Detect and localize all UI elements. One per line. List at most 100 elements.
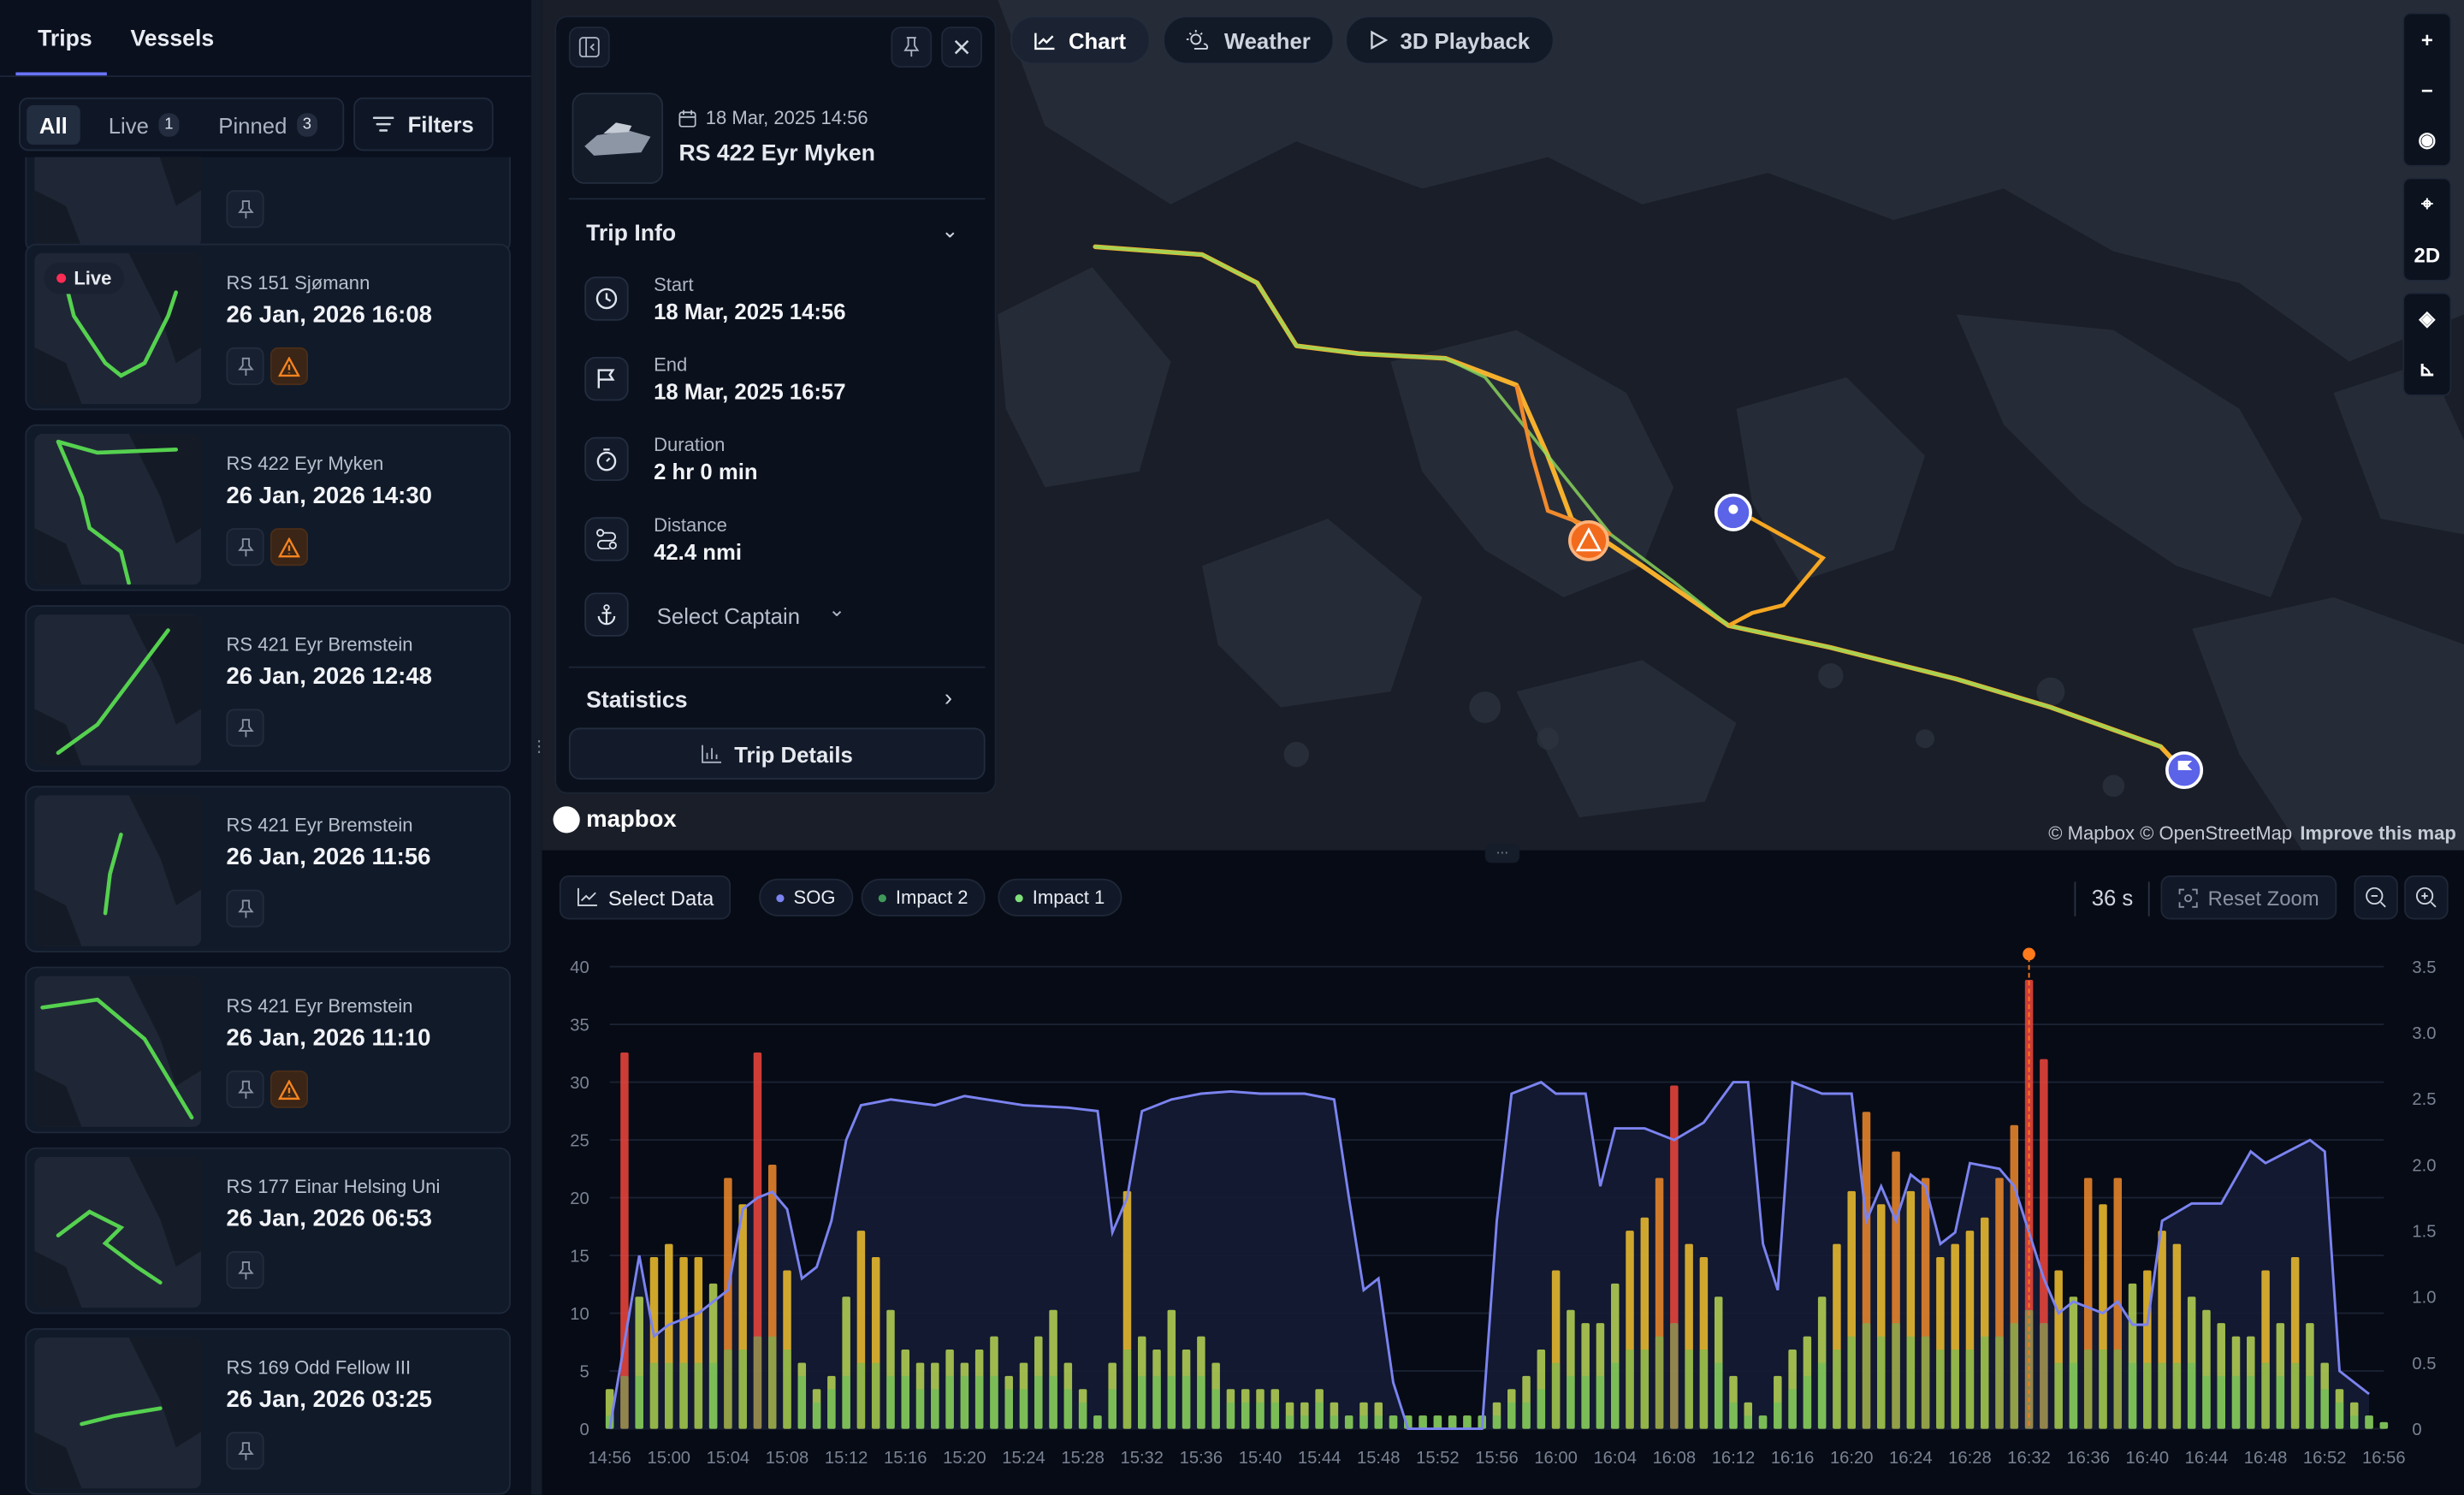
trip-card[interactable]: RS 421 Eyr Bremstein 26 Jan, 2026 12:48: [25, 605, 511, 772]
impact-warning-badge[interactable]: [270, 1070, 308, 1108]
chart-resize-handle[interactable]: ⋯: [1484, 844, 1520, 863]
zoom-out-icon: [2366, 887, 2386, 908]
legend-impact-2[interactable]: Impact 2: [861, 878, 986, 917]
improve-map-link[interactable]: Improve this map: [2300, 822, 2456, 845]
scatter-chart-icon[interactable]: ⊾: [2418, 356, 2436, 381]
impact-1-bar: [1433, 1415, 1442, 1429]
zoom-out-button[interactable]: −: [2420, 77, 2433, 102]
pin-trip-button[interactable]: [226, 528, 264, 567]
thumbnail-track: [56, 1209, 163, 1285]
trip-card[interactable]: RS 421 Eyr Bremstein 26 Jan, 2026 11:56: [25, 786, 511, 953]
zoom-in-button[interactable]: +: [2420, 27, 2433, 51]
pin-trip-button[interactable]: [226, 1432, 264, 1470]
2d-toggle-button[interactable]: 2D: [2414, 242, 2441, 267]
tab-trips[interactable]: Trips: [38, 27, 92, 52]
weather-button[interactable]: Weather: [1163, 15, 1335, 65]
impact-1-bar: [1640, 1350, 1650, 1429]
impact-1-bar: [1626, 1350, 1634, 1429]
impact-1-bar: [738, 1350, 747, 1429]
collapse-panel-button[interactable]: [568, 27, 610, 68]
filters-button[interactable]: Filters: [353, 97, 494, 151]
impact-1-bar: [2010, 1323, 2019, 1429]
mapbox-logo-icon: [553, 806, 580, 834]
legend-swatch: [1015, 893, 1023, 902]
mapbox-logo: mapbox: [553, 806, 677, 834]
end-flag-marker[interactable]: [2165, 750, 2204, 790]
impact-1-bar: [1270, 1402, 1280, 1429]
impact-1-bar: [812, 1402, 821, 1429]
trip-vessel-name: RS 421 Eyr Bremstein: [226, 633, 413, 656]
chevron-down-icon[interactable]: ⌄: [941, 218, 959, 242]
trip-card[interactable]: RS 177 Einar Helsing Uni 26 Jan, 2026 06:…: [25, 1147, 511, 1314]
impact-1-bar: [871, 1362, 880, 1429]
zoom-in-chart-button[interactable]: [2404, 875, 2449, 920]
chevron-right-icon[interactable]: ›: [944, 685, 953, 713]
trip-card[interactable]: Live RS 151 Sjømann 26 Jan, 2026 16:08: [25, 243, 511, 411]
pin-trip-button[interactable]: [226, 1070, 264, 1108]
impact-1-bar: [1004, 1389, 1013, 1429]
trip-vessel-name: RS 151 Sjømann: [226, 271, 370, 294]
segment-pinned[interactable]: Pinned 3: [206, 105, 330, 145]
trip-list[interactable]: Live RS 151 Sjømann 26 Jan, 2026 16:08 RS 4…: [0, 157, 531, 1495]
impact-sog-chart[interactable]: 0 5 10 15 20 25 30 35 40 0 0.5 1.0 1.5 2.0 2.5 3.0 3.5 14…: [542, 935, 2464, 1495]
pin-icon: [237, 537, 253, 556]
x-tick-label: 15:16: [884, 1449, 927, 1468]
impact-warning-badge[interactable]: [270, 347, 308, 385]
trip-card[interactable]: [25, 157, 511, 253]
x-tick-label: 15:56: [1475, 1449, 1519, 1468]
layers-icon[interactable]: ◈: [2419, 306, 2436, 330]
impact-warning-badge[interactable]: [270, 528, 308, 567]
select-data-button[interactable]: Select Data: [559, 875, 732, 920]
zoom-controls: + − ◉: [2402, 12, 2452, 167]
pin-trip-button[interactable]: [226, 1251, 264, 1290]
trip-card[interactable]: RS 422 Eyr Myken 26 Jan, 2026 14:30: [25, 424, 511, 591]
location-pin-icon[interactable]: [1714, 493, 1752, 531]
close-panel-button[interactable]: [941, 27, 982, 68]
chevron-down-icon[interactable]: ⌄: [827, 596, 845, 621]
impact-1-bar: [797, 1375, 807, 1429]
pin-trip-button[interactable]: [226, 889, 264, 928]
zoom-out-chart-button[interactable]: [2354, 875, 2398, 920]
impact-1-bar: [1226, 1402, 1235, 1429]
tab-vessels[interactable]: Vessels: [130, 27, 215, 52]
statistics-heading[interactable]: Statistics: [586, 688, 688, 714]
trip-date: 18 Mar, 2025 14:56: [678, 107, 868, 129]
chart-toggle-button[interactable]: Chart: [1010, 15, 1150, 65]
trip-thumbnail-map: [34, 1156, 202, 1308]
attribution-text[interactable]: © Mapbox © OpenStreetMap: [2048, 822, 2293, 845]
x-tick-label: 16:20: [1830, 1449, 1874, 1468]
pin-trip-button[interactable]: [891, 27, 933, 68]
legend-sog[interactable]: SOG: [759, 878, 853, 917]
captain-select[interactable]: Select Captain ⌄: [584, 590, 868, 643]
impact-1-bar: [1034, 1375, 1043, 1429]
trip-info-heading[interactable]: Trip Info: [586, 221, 677, 247]
drag-handle-icon[interactable]: ⋮: [530, 739, 548, 756]
trip-thumbnail-map: [34, 433, 202, 585]
impact-1-bar: [2158, 1362, 2166, 1429]
reset-zoom-button[interactable]: Reset Zoom: [2160, 875, 2337, 920]
sidebar-collapse-icon: [578, 37, 600, 58]
trip-details-button[interactable]: Trip Details: [568, 727, 986, 780]
y-left-tick-label: 10: [570, 1305, 589, 1324]
pin-trip-button[interactable]: [226, 709, 264, 747]
impact-1-bar: [1551, 1362, 1561, 1429]
panel-resize-divider[interactable]: [530, 0, 542, 1495]
3d-playback-button[interactable]: 3D Playback: [1345, 15, 1554, 65]
trip-card[interactable]: RS 169 Odd Fellow III 26 Jan, 2026 03:25: [25, 1328, 511, 1495]
eye-icon[interactable]: ◉: [2418, 127, 2437, 151]
segment-live[interactable]: Live 1: [96, 105, 192, 145]
pin-trip-button[interactable]: [226, 347, 264, 385]
x-tick-label: 15:08: [766, 1449, 809, 1468]
impact-warning-marker[interactable]: [1568, 519, 1609, 561]
legend-impact-1[interactable]: Impact 1: [998, 878, 1122, 917]
impact-1-bar: [886, 1375, 895, 1429]
trip-card[interactable]: RS 421 Eyr Bremstein 26 Jan, 2026 11:10: [25, 966, 511, 1134]
locate-icon[interactable]: ⌖: [2421, 192, 2433, 216]
pin-trip-button[interactable]: [226, 190, 264, 228]
segment-label: Pinned: [218, 112, 287, 138]
trip-thumbnail-map: [34, 157, 202, 247]
thumbnail-track: [103, 833, 123, 916]
captain-placeholder[interactable]: Select Captain: [656, 603, 801, 629]
end-label: End: [654, 353, 688, 376]
segment-all[interactable]: All: [27, 105, 80, 145]
